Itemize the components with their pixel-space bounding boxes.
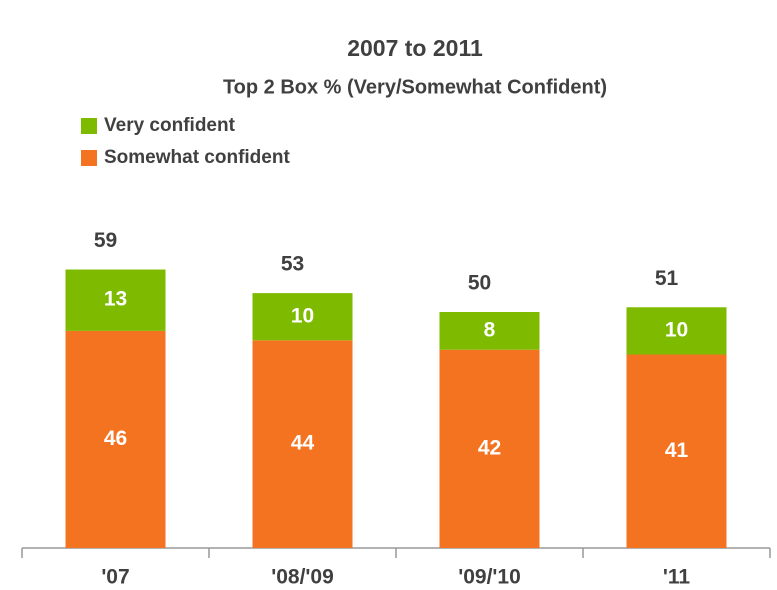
chart-title: 2007 to 2011	[347, 35, 483, 61]
data-label: 8	[484, 318, 496, 341]
bar-segment	[252, 293, 353, 341]
x-tick-label: '09/'10	[458, 566, 521, 589]
bar-segment	[439, 349, 540, 548]
legend-swatch	[81, 118, 97, 134]
total-label: 59	[94, 229, 117, 252]
total-label: 50	[468, 272, 491, 295]
bar-segment	[626, 307, 727, 355]
chart-subtitle: Top 2 Box % (Very/Somewhat Confident)	[223, 76, 607, 98]
legend-label: Somewhat confident	[104, 147, 290, 168]
total-label: 53	[281, 253, 304, 276]
legend-swatch	[81, 150, 97, 166]
x-tick-label: '11	[663, 566, 691, 589]
data-label: 41	[665, 439, 689, 462]
bar-segment	[439, 312, 540, 350]
data-label: 46	[104, 427, 127, 450]
data-label: 13	[104, 288, 127, 311]
total-label: 51	[655, 267, 679, 290]
x-tick-label: '07	[101, 566, 129, 589]
data-label: 10	[291, 304, 314, 327]
data-label: 44	[291, 432, 315, 455]
data-label: 42	[478, 436, 501, 459]
bar-segment	[626, 354, 727, 548]
bar-segment	[65, 330, 166, 548]
bar-segment	[252, 340, 353, 548]
data-label: 10	[665, 318, 688, 341]
legend-label: Very confident	[104, 115, 236, 136]
bar-segment	[65, 269, 166, 331]
x-tick-label: '08/'09	[271, 566, 334, 589]
